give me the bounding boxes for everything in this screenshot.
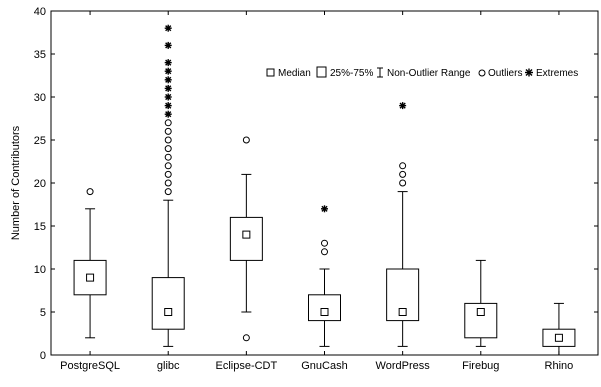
median-marker bbox=[554, 333, 563, 342]
box-postgresql bbox=[73, 188, 107, 339]
outlier-point bbox=[321, 248, 328, 256]
legend-whisker-label: Non-Outlier Range bbox=[387, 68, 471, 79]
box-gnucash bbox=[308, 205, 341, 347]
box-eclipse-cdt bbox=[229, 136, 263, 342]
x-tick-label: WordPress bbox=[376, 360, 431, 372]
extreme-point bbox=[164, 41, 172, 49]
y-axis: 0 5 10 15 20 25 30 35 40 bbox=[34, 6, 598, 362]
outlier-point bbox=[164, 119, 172, 127]
y-tick-label: 30 bbox=[34, 92, 46, 104]
x-tick-label: glibc bbox=[157, 360, 180, 372]
extreme-point bbox=[399, 102, 407, 110]
y-tick-label: 15 bbox=[34, 221, 46, 233]
x-tick-label: Eclipse-CDT bbox=[215, 360, 277, 372]
extreme-point bbox=[164, 76, 172, 84]
legend-box-label: 25%-75% bbox=[330, 68, 373, 79]
y-axis-title: Number of Contributors bbox=[10, 125, 22, 240]
median-marker bbox=[242, 230, 251, 239]
y-tick-label: 40 bbox=[34, 6, 46, 18]
y-tick-label: 35 bbox=[34, 49, 46, 61]
y-tick-label: 5 bbox=[40, 307, 46, 319]
outlier-point bbox=[164, 145, 172, 153]
x-axis: PostgreSQL glibc Eclipse-CDT GnuCash WordPre… bbox=[60, 11, 573, 372]
x-tick-label: PostgreSQL bbox=[60, 360, 120, 372]
y-tick-label: 20 bbox=[34, 178, 46, 190]
outlier-point bbox=[399, 162, 407, 170]
iqr-box bbox=[229, 216, 263, 261]
extreme-point bbox=[164, 102, 172, 110]
iqr-box bbox=[151, 277, 185, 330]
extreme-point bbox=[164, 24, 172, 32]
outlier-point bbox=[321, 239, 328, 247]
median-marker bbox=[320, 308, 329, 316]
outlier-point bbox=[164, 153, 172, 161]
y-tick-label: 10 bbox=[34, 264, 46, 276]
median-marker bbox=[164, 308, 173, 316]
median-marker bbox=[86, 273, 95, 282]
extreme-point bbox=[164, 67, 172, 75]
legend-extreme-icon bbox=[525, 68, 533, 77]
iqr-box bbox=[386, 268, 420, 322]
box-firebug bbox=[464, 259, 498, 347]
outlier-point bbox=[399, 170, 407, 178]
legend: Median 25%-75% Non-Outlier Range Outlier… bbox=[266, 66, 578, 79]
extreme-point bbox=[321, 205, 328, 213]
median-marker bbox=[476, 308, 485, 316]
outlier-point bbox=[164, 162, 172, 170]
outlier-point bbox=[242, 136, 250, 144]
legend-extreme-label: Extremes bbox=[536, 68, 578, 79]
x-tick-label: Rhino bbox=[545, 360, 574, 372]
legend-outlier-icon bbox=[478, 69, 486, 77]
legend-box-icon bbox=[316, 66, 327, 78]
legend-median-label: Median bbox=[278, 68, 311, 79]
boxes bbox=[73, 24, 576, 356]
extreme-point bbox=[164, 84, 172, 92]
outlier-point bbox=[164, 179, 172, 187]
y-tick-label: 25 bbox=[34, 135, 46, 147]
x-tick-label: Firebug bbox=[462, 360, 499, 372]
x-tick-label: GnuCash bbox=[301, 360, 347, 372]
iqr-box bbox=[308, 294, 341, 322]
legend-median-icon bbox=[266, 68, 275, 77]
box-glibc bbox=[151, 24, 185, 347]
box-wordpress bbox=[386, 102, 420, 347]
extreme-point bbox=[164, 59, 172, 67]
outlier-point bbox=[164, 127, 172, 135]
box-rhino bbox=[542, 302, 576, 356]
median-marker bbox=[398, 308, 407, 316]
y-tick-label: 0 bbox=[40, 350, 46, 362]
legend-whisker-icon bbox=[377, 67, 383, 78]
outlier-point bbox=[164, 136, 172, 144]
outlier-point bbox=[399, 179, 407, 187]
extreme-point bbox=[164, 93, 172, 101]
outlier-point bbox=[164, 188, 172, 196]
outlier-point bbox=[242, 334, 250, 342]
extreme-point bbox=[164, 110, 172, 118]
outlier-point bbox=[164, 170, 172, 178]
legend-outlier-label: Outliers bbox=[488, 68, 522, 79]
outlier-point bbox=[86, 188, 94, 196]
